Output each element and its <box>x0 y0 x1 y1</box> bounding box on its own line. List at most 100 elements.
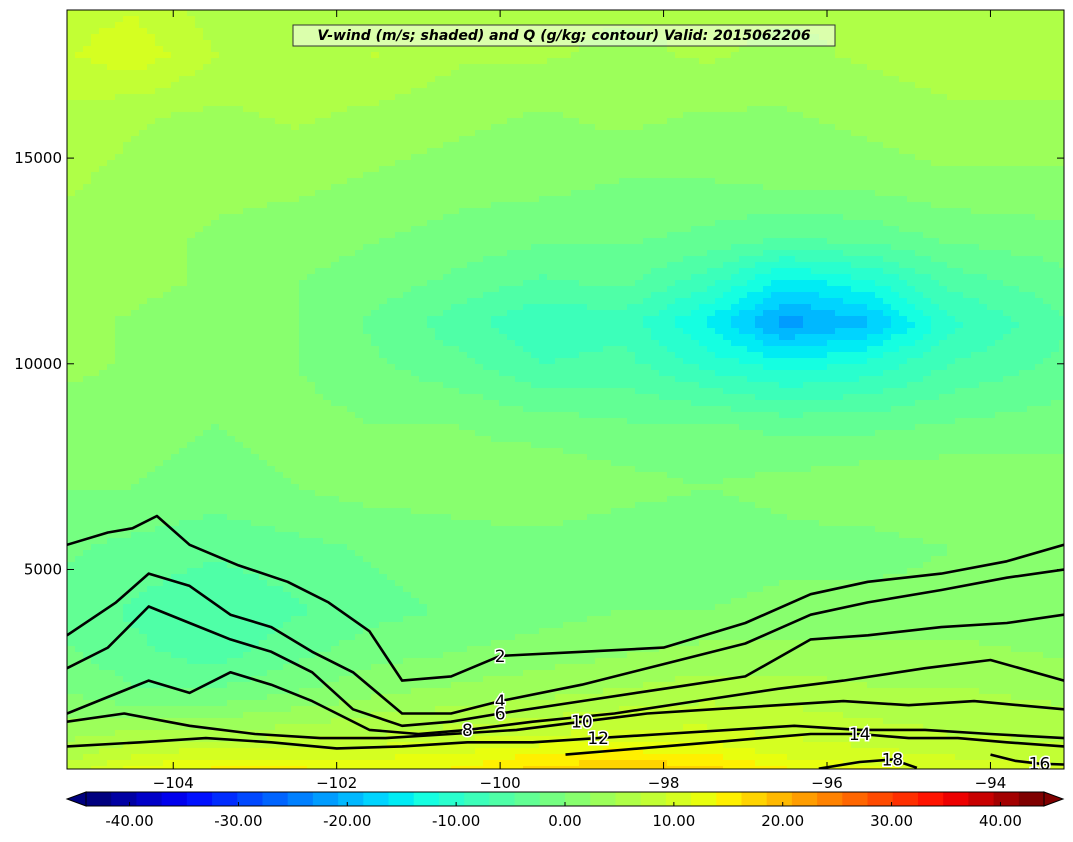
v-wind-cell <box>867 124 876 131</box>
v-wind-cell <box>947 40 956 47</box>
v-wind-cell <box>683 208 692 215</box>
v-wind-cell <box>547 112 556 119</box>
v-wind-cell <box>803 10 812 17</box>
v-wind-cell <box>187 34 196 41</box>
v-wind-cell <box>291 106 300 113</box>
v-wind-cell <box>803 244 812 251</box>
v-wind-cell <box>1043 238 1052 245</box>
v-wind-cell <box>515 136 524 143</box>
v-wind-cell <box>139 28 148 35</box>
v-wind-cell <box>179 28 188 35</box>
v-wind-cell <box>195 28 204 35</box>
v-wind-cell <box>635 208 644 215</box>
v-wind-cell <box>363 214 372 221</box>
v-wind-cell <box>779 226 788 233</box>
v-wind-cell <box>91 94 100 101</box>
v-wind-cell <box>875 58 884 65</box>
v-wind-cell <box>235 64 244 71</box>
v-wind-cell <box>219 52 228 59</box>
v-wind-cell <box>347 124 356 131</box>
v-wind-cell <box>83 64 92 71</box>
v-wind-cell <box>579 16 588 23</box>
v-wind-cell <box>907 196 916 203</box>
v-wind-cell <box>875 76 884 83</box>
v-wind-cell <box>323 166 332 173</box>
v-wind-cell <box>331 160 340 167</box>
v-wind-cell <box>187 190 196 197</box>
v-wind-cell <box>635 172 644 179</box>
v-wind-cell <box>907 94 916 101</box>
v-wind-cell <box>259 184 268 191</box>
v-wind-cell <box>595 100 604 107</box>
v-wind-cell <box>1043 70 1052 77</box>
v-wind-cell <box>499 238 508 245</box>
v-wind-cell <box>315 88 324 95</box>
v-wind-cell <box>643 208 652 215</box>
v-wind-cell <box>291 136 300 143</box>
v-wind-cell <box>1051 184 1060 191</box>
v-wind-cell <box>611 70 620 77</box>
v-wind-cell <box>323 76 332 83</box>
v-wind-cell <box>747 190 756 197</box>
v-wind-cell <box>907 232 916 239</box>
v-wind-cell <box>659 208 668 215</box>
v-wind-cell <box>307 70 316 77</box>
v-wind-cell <box>211 142 220 149</box>
v-wind-cell <box>355 232 364 239</box>
v-wind-cell <box>667 196 676 203</box>
v-wind-cell <box>707 52 716 59</box>
v-wind-cell <box>195 58 204 65</box>
v-wind-cell <box>827 88 836 95</box>
v-wind-cell <box>179 208 188 215</box>
v-wind-cell <box>627 136 636 143</box>
v-wind-cell <box>763 154 772 161</box>
v-wind-cell <box>227 70 236 77</box>
v-wind-cell <box>251 82 260 89</box>
v-wind-cell <box>395 208 404 215</box>
v-wind-cell <box>603 100 612 107</box>
v-wind-cell <box>1035 46 1044 53</box>
v-wind-cell <box>531 130 540 137</box>
v-wind-cell <box>251 166 260 173</box>
v-wind-cell <box>1035 178 1044 185</box>
v-wind-cell <box>555 130 564 137</box>
v-wind-cell <box>795 172 804 179</box>
v-wind-cell <box>219 178 228 185</box>
v-wind-cell <box>627 244 636 251</box>
v-wind-cell <box>115 184 124 191</box>
v-wind-cell <box>1019 100 1028 107</box>
v-wind-cell <box>331 46 340 53</box>
v-wind-cell <box>907 10 916 17</box>
v-wind-cell <box>307 130 316 137</box>
v-wind-cell <box>659 100 668 107</box>
v-wind-cell <box>579 136 588 143</box>
v-wind-cell <box>307 64 316 71</box>
v-wind-cell <box>755 208 764 215</box>
v-wind-cell <box>579 76 588 83</box>
v-wind-cell <box>347 202 356 209</box>
v-wind-cell <box>1035 148 1044 155</box>
v-wind-cell <box>723 106 732 113</box>
v-wind-cell <box>83 190 92 197</box>
v-wind-cell <box>131 52 140 59</box>
v-wind-cell <box>163 196 172 203</box>
v-wind-cell <box>1011 142 1020 149</box>
v-wind-cell <box>515 64 524 71</box>
v-wind-cell <box>715 100 724 107</box>
v-wind-cell <box>507 154 516 161</box>
v-wind-cell <box>483 136 492 143</box>
v-wind-cell <box>339 106 348 113</box>
v-wind-cell <box>355 70 364 77</box>
v-wind-cell <box>107 190 116 197</box>
v-wind-cell <box>195 130 204 137</box>
v-wind-cell <box>435 106 444 113</box>
v-wind-cell <box>883 70 892 77</box>
v-wind-cell <box>723 58 732 65</box>
v-wind-cell <box>883 154 892 161</box>
v-wind-cell <box>763 124 772 131</box>
v-wind-cell <box>939 142 948 149</box>
v-wind-cell <box>131 100 140 107</box>
v-wind-cell <box>995 202 1004 209</box>
v-wind-cell <box>651 202 660 209</box>
v-wind-cell <box>939 160 948 167</box>
